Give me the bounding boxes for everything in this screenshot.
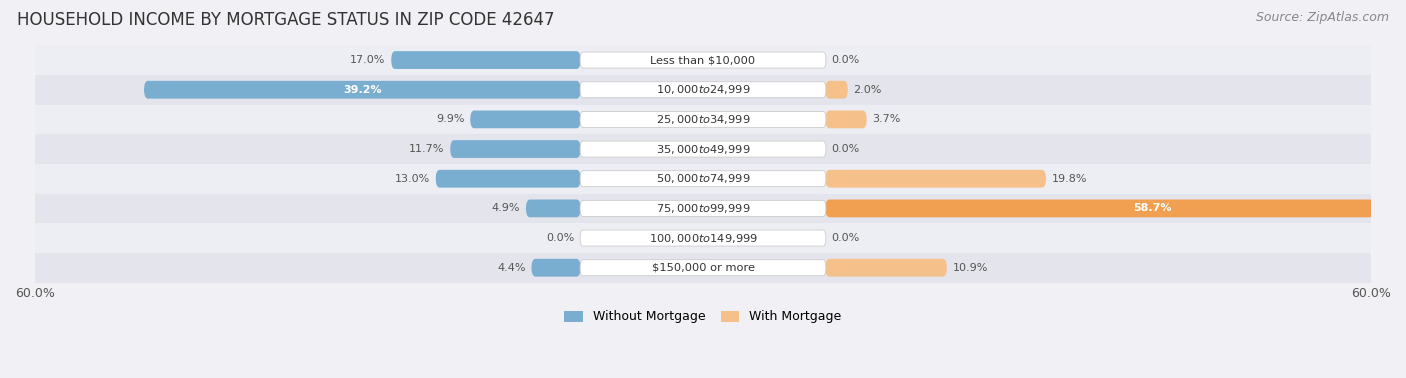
FancyBboxPatch shape xyxy=(825,259,948,277)
FancyBboxPatch shape xyxy=(526,200,581,217)
Text: 0.0%: 0.0% xyxy=(831,233,859,243)
FancyBboxPatch shape xyxy=(450,140,581,158)
FancyBboxPatch shape xyxy=(581,171,825,187)
FancyBboxPatch shape xyxy=(825,200,1406,217)
Text: 58.7%: 58.7% xyxy=(1133,203,1171,214)
FancyBboxPatch shape xyxy=(391,51,581,69)
Text: $35,000 to $49,999: $35,000 to $49,999 xyxy=(655,143,751,156)
FancyBboxPatch shape xyxy=(531,259,581,277)
FancyBboxPatch shape xyxy=(436,170,581,187)
Text: 19.8%: 19.8% xyxy=(1052,174,1087,184)
Text: 0.0%: 0.0% xyxy=(831,144,859,154)
Text: 0.0%: 0.0% xyxy=(831,55,859,65)
Text: Source: ZipAtlas.com: Source: ZipAtlas.com xyxy=(1256,11,1389,24)
Bar xyxy=(35,164,1371,194)
Text: HOUSEHOLD INCOME BY MORTGAGE STATUS IN ZIP CODE 42647: HOUSEHOLD INCOME BY MORTGAGE STATUS IN Z… xyxy=(17,11,554,29)
FancyBboxPatch shape xyxy=(581,260,825,276)
Text: 0.0%: 0.0% xyxy=(547,233,575,243)
Bar xyxy=(35,105,1371,134)
Text: Less than $10,000: Less than $10,000 xyxy=(651,55,755,65)
Bar xyxy=(35,45,1371,75)
FancyBboxPatch shape xyxy=(581,141,825,157)
Text: 3.7%: 3.7% xyxy=(872,115,901,124)
Bar xyxy=(35,194,1371,223)
FancyBboxPatch shape xyxy=(825,170,1046,187)
Text: 4.4%: 4.4% xyxy=(498,263,526,273)
Text: $25,000 to $34,999: $25,000 to $34,999 xyxy=(655,113,751,126)
Text: 4.9%: 4.9% xyxy=(492,203,520,214)
FancyBboxPatch shape xyxy=(581,200,825,216)
FancyBboxPatch shape xyxy=(581,230,825,246)
Text: 39.2%: 39.2% xyxy=(343,85,381,95)
Text: 10.9%: 10.9% xyxy=(952,263,988,273)
Text: $100,000 to $149,999: $100,000 to $149,999 xyxy=(648,232,758,245)
Text: $150,000 or more: $150,000 or more xyxy=(651,263,755,273)
FancyBboxPatch shape xyxy=(581,82,825,98)
Text: 2.0%: 2.0% xyxy=(853,85,882,95)
FancyBboxPatch shape xyxy=(825,81,848,99)
Text: 9.9%: 9.9% xyxy=(436,115,465,124)
Bar xyxy=(35,223,1371,253)
FancyBboxPatch shape xyxy=(143,81,581,99)
Legend: Without Mortgage, With Mortgage: Without Mortgage, With Mortgage xyxy=(560,305,846,328)
Text: 17.0%: 17.0% xyxy=(350,55,385,65)
Text: $10,000 to $24,999: $10,000 to $24,999 xyxy=(655,83,751,96)
FancyBboxPatch shape xyxy=(470,110,581,128)
FancyBboxPatch shape xyxy=(581,112,825,127)
Text: 13.0%: 13.0% xyxy=(395,174,430,184)
Bar xyxy=(35,253,1371,282)
Text: 11.7%: 11.7% xyxy=(409,144,444,154)
Text: $50,000 to $74,999: $50,000 to $74,999 xyxy=(655,172,751,185)
Bar xyxy=(35,75,1371,105)
FancyBboxPatch shape xyxy=(825,110,866,128)
Text: $75,000 to $99,999: $75,000 to $99,999 xyxy=(655,202,751,215)
Bar xyxy=(35,134,1371,164)
FancyBboxPatch shape xyxy=(581,52,825,68)
